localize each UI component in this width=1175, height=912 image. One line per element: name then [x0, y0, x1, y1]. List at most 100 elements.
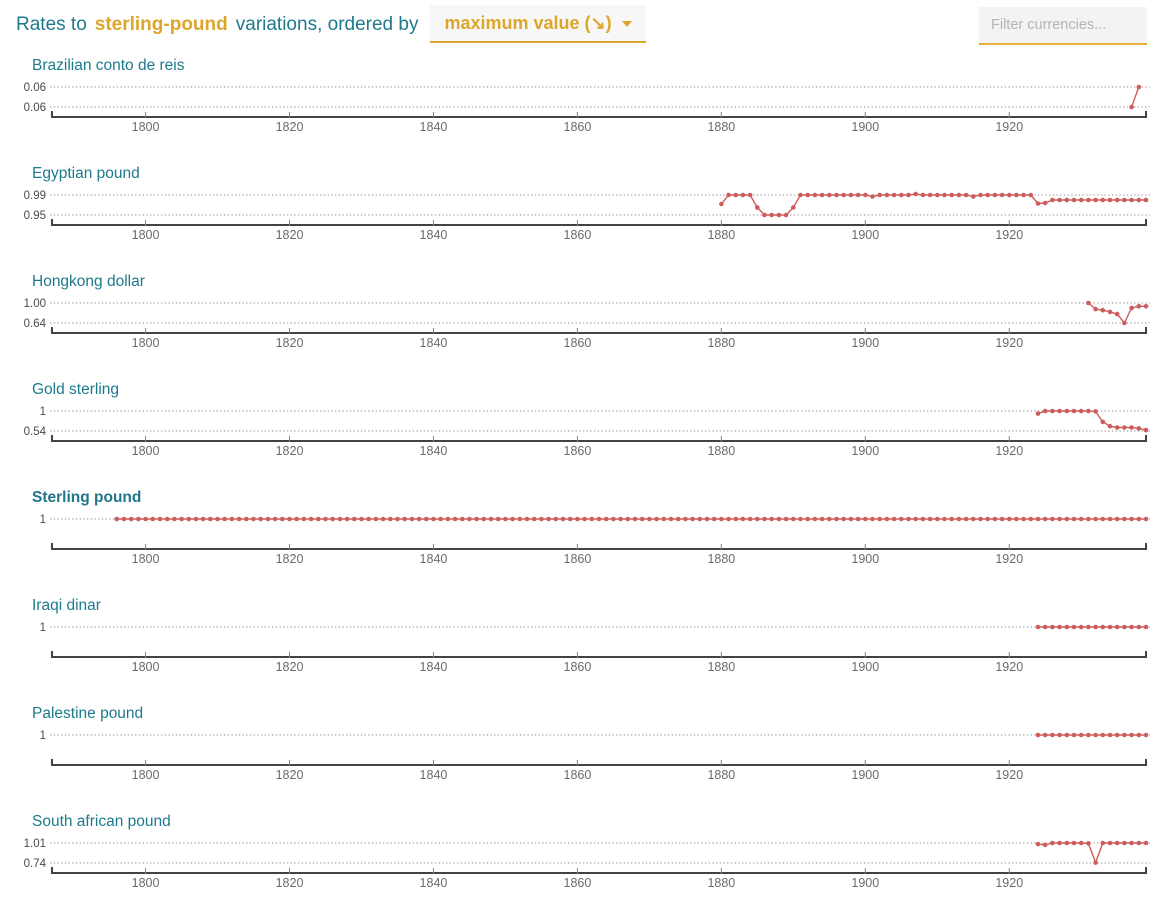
- data-point: [1078, 516, 1084, 522]
- chart-title: South african pound: [32, 813, 171, 830]
- data-point: [841, 516, 846, 522]
- data-point: [863, 192, 868, 198]
- data-point: [265, 516, 271, 522]
- data-point: [1122, 197, 1127, 203]
- chart-plot: 1 1800 1820 1840 1860 1880 1900 1920: [40, 622, 1150, 674]
- data-point: [683, 516, 688, 522]
- data-point: [827, 192, 832, 198]
- x-axis-tick-label: 1820: [276, 228, 304, 242]
- data-point: [747, 516, 753, 522]
- x-axis-tick-label: 1900: [851, 876, 879, 890]
- x-axis-tick-label: 1860: [564, 552, 592, 566]
- data-point: [1143, 840, 1149, 846]
- data-point: [1129, 624, 1134, 630]
- x-axis-tick-label: 1800: [132, 552, 160, 566]
- x-axis-tick-label: 1840: [420, 552, 448, 566]
- data-point: [755, 516, 760, 522]
- data-point: [359, 516, 364, 522]
- data-point: [157, 516, 163, 522]
- series-line: [1130, 86, 1140, 108]
- data-point: [848, 192, 854, 198]
- data-point: [1057, 732, 1062, 738]
- data-point: [827, 516, 832, 522]
- data-point: [1042, 732, 1048, 738]
- data-point: [920, 192, 926, 198]
- data-point: [1028, 192, 1034, 198]
- data-point: [956, 192, 962, 198]
- x-axis-tick-label: 1820: [276, 120, 304, 134]
- data-point: [380, 516, 386, 522]
- chart-section: Palestine pound 1 1800 1820 1840 1860 1880 1900…: [0, 705, 1175, 804]
- data-point: [1100, 197, 1106, 203]
- data-point: [755, 205, 760, 210]
- chart-title: Sterling pound: [32, 489, 142, 506]
- data-point: [186, 516, 192, 522]
- chart-section: Egyptian pound 0.99 0.95 1800 1820 1840 1860 18…: [0, 165, 1175, 264]
- chart-plot: 1 0.54 1800 1820 1840 1860 1880 1900 1920: [24, 406, 1150, 458]
- data-point: [575, 516, 580, 522]
- data-point: [215, 516, 220, 522]
- data-point: [244, 516, 249, 522]
- data-point: [1093, 732, 1098, 738]
- data-point: [1107, 624, 1113, 630]
- x-axis-tick-label: 1920: [995, 336, 1023, 350]
- data-point: [1071, 408, 1077, 414]
- data-point: [1071, 197, 1077, 203]
- data-point: [424, 516, 429, 522]
- x-axis-tick-label: 1820: [276, 444, 304, 458]
- data-point: [1136, 426, 1142, 431]
- x-axis-tick-label: 1920: [995, 660, 1023, 674]
- data-point: [596, 516, 602, 522]
- data-point: [416, 516, 422, 522]
- data-point: [1078, 732, 1084, 738]
- data-point: [323, 516, 328, 522]
- data-point: [114, 516, 120, 522]
- data-point: [949, 192, 954, 198]
- data-point: [531, 516, 537, 522]
- data-point: [855, 516, 861, 522]
- data-point: [913, 191, 918, 197]
- data-point: [999, 192, 1005, 198]
- data-point: [661, 516, 667, 522]
- data-point: [1093, 860, 1098, 865]
- x-axis-line: [51, 111, 1147, 118]
- data-point: [978, 516, 983, 522]
- data-point: [654, 516, 659, 522]
- data-point: [1007, 516, 1012, 522]
- chart-title: Palestine pound: [32, 705, 144, 722]
- sort-dropdown[interactable]: maximum value (↘): [430, 5, 646, 43]
- data-point: [783, 212, 789, 218]
- data-point: [1078, 197, 1084, 203]
- chart-section: Brazilian conto de reis 0.06 0.06 1800 1820 1…: [0, 57, 1175, 156]
- y-axis-label: 0.99: [24, 190, 46, 202]
- data-point: [1129, 305, 1134, 311]
- chart-title: Brazilian conto de reis: [32, 57, 185, 74]
- filter-currencies-input[interactable]: [979, 7, 1147, 45]
- x-axis-tick-label: 1880: [707, 552, 735, 566]
- data-point: [1107, 309, 1113, 315]
- data-point: [316, 516, 321, 522]
- data-point: [1050, 624, 1055, 630]
- data-point: [1042, 842, 1048, 848]
- data-point: [733, 516, 739, 522]
- x-axis-tick-label: 1900: [851, 228, 879, 242]
- data-point: [884, 192, 890, 198]
- data-point: [812, 192, 818, 198]
- data-point: [711, 516, 717, 522]
- data-point: [992, 516, 998, 522]
- x-axis-tick-label: 1840: [420, 876, 448, 890]
- y-axis-label: 0.74: [24, 858, 47, 870]
- data-point: [1078, 840, 1084, 846]
- data-point: [1035, 732, 1041, 738]
- data-point: [1093, 516, 1098, 522]
- x-axis-tick-label: 1840: [420, 768, 448, 782]
- chart-title: Iraqi dinar: [32, 597, 101, 614]
- data-point: [294, 516, 300, 522]
- data-point: [1093, 197, 1098, 203]
- data-point: [1050, 197, 1055, 203]
- data-point: [582, 516, 587, 522]
- data-point: [1071, 732, 1077, 738]
- data-point: [805, 516, 810, 522]
- data-point: [1086, 408, 1091, 414]
- data-point: [942, 192, 947, 198]
